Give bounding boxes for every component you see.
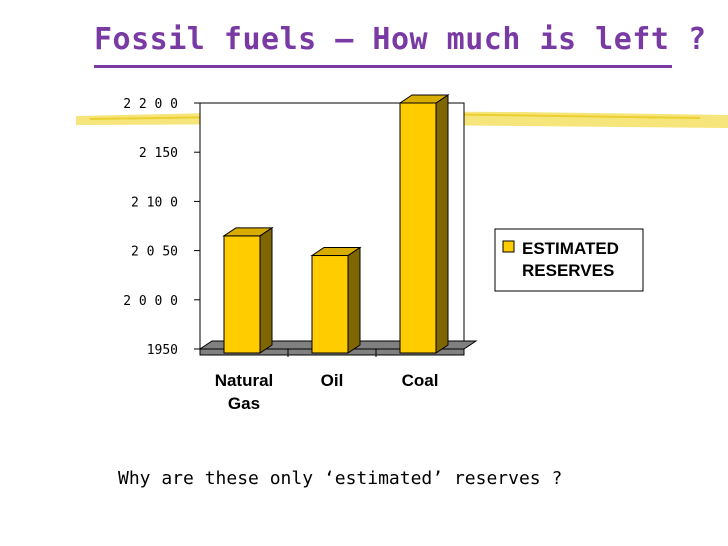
y-tick-label: 1950 <box>147 343 178 358</box>
bar-side <box>435 94 449 354</box>
bar-top <box>310 247 362 257</box>
y-tick-label: 2 0 50 <box>131 245 178 260</box>
question-text: Why are these only ‘estimated’ reserves … <box>118 468 563 489</box>
x-category-label: Gas <box>228 394 260 413</box>
bar-side <box>347 246 361 354</box>
slide-title: Fossil fuels – How much is left ? <box>94 22 707 57</box>
legend-label: RESERVES <box>522 261 614 280</box>
bar-front <box>223 235 261 354</box>
legend-label: ESTIMATED <box>522 239 619 258</box>
legend-box <box>494 228 644 292</box>
y-tick-label: 2 10 0 <box>131 195 178 210</box>
x-category-label: Natural <box>215 371 274 390</box>
bar-front <box>399 102 437 354</box>
bar-top <box>222 227 274 237</box>
chart-legend: ESTIMATED RESERVES <box>494 228 644 292</box>
y-tick-label: 2 150 <box>139 146 178 161</box>
title-underline <box>94 65 672 68</box>
bar-side <box>259 226 273 354</box>
chart-bars <box>222 94 450 354</box>
legend-swatch <box>502 240 515 253</box>
chart-labels: 1950 2 0 0 0 2 0 50 2 10 0 2 150 2 2 0 0 Natur… <box>123 97 438 413</box>
bar-front <box>311 255 349 354</box>
y-tick-label: 2 2 0 0 <box>123 97 178 112</box>
y-tick-label: 2 0 0 0 <box>123 294 178 309</box>
x-category-label: Coal <box>402 371 439 390</box>
x-category-label: Oil <box>321 371 344 390</box>
bar-top <box>398 94 450 104</box>
